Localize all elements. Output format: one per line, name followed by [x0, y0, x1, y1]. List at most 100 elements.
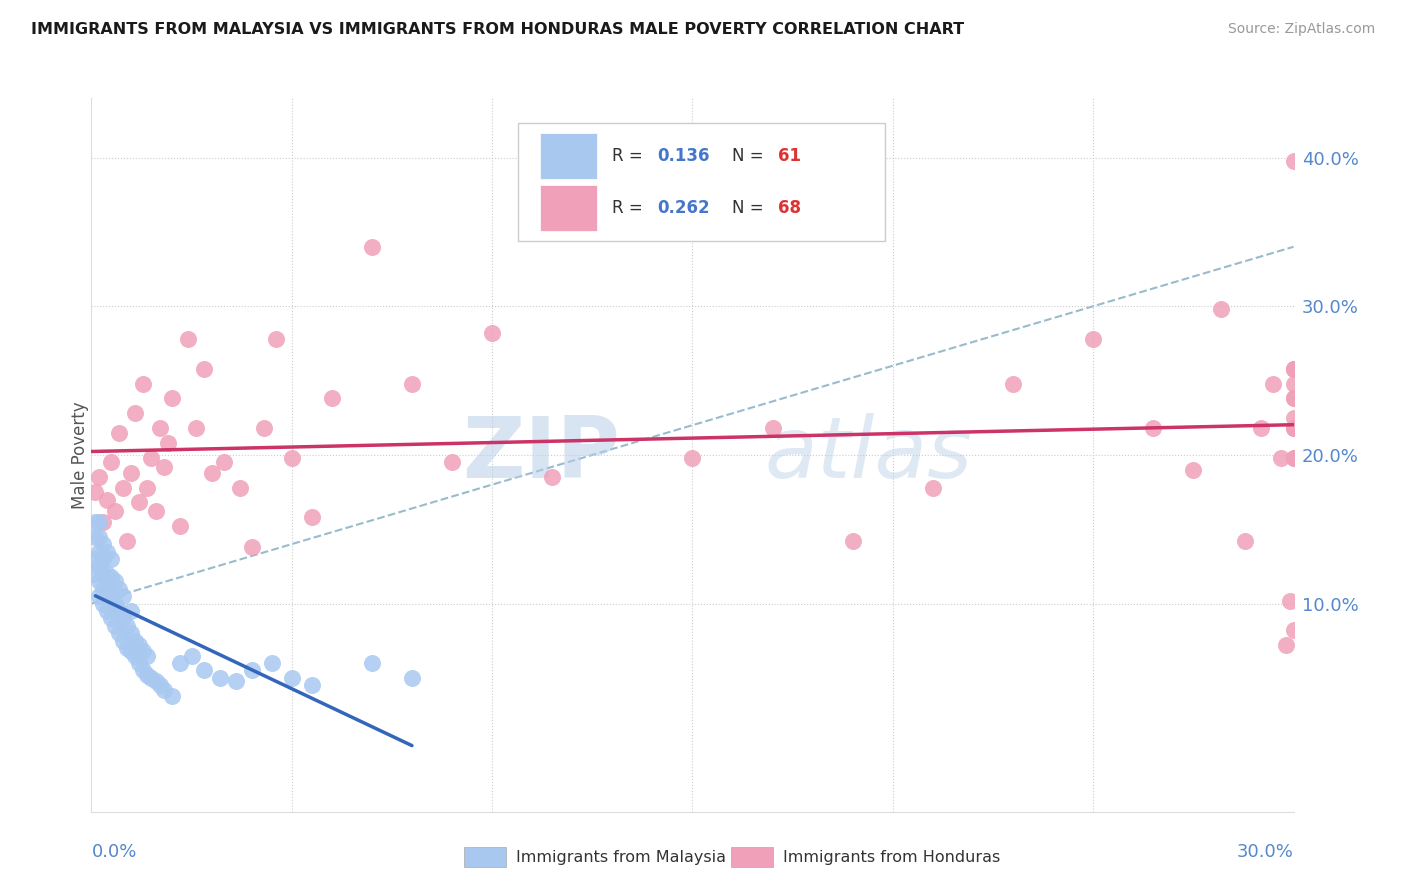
Text: R =: R =	[612, 199, 648, 217]
Point	[145, 673, 167, 688]
Point	[112, 633, 135, 648]
Point	[100, 611, 122, 625]
Text: atlas: atlas	[765, 413, 973, 497]
Point	[1282, 410, 1305, 425]
Point	[132, 664, 155, 678]
Point	[148, 421, 170, 435]
Text: 61: 61	[778, 147, 801, 165]
Point	[104, 504, 127, 518]
Point	[128, 656, 150, 670]
Point	[112, 481, 135, 495]
Point	[240, 664, 263, 678]
Point	[1270, 450, 1292, 465]
Point	[301, 510, 323, 524]
Point	[212, 455, 235, 469]
Point	[89, 589, 111, 603]
Point	[401, 376, 423, 391]
Point	[301, 678, 323, 692]
Point	[264, 332, 287, 346]
Point	[1282, 361, 1305, 376]
Point	[100, 570, 122, 584]
Point	[93, 597, 115, 611]
Point	[84, 485, 107, 500]
Point	[169, 656, 191, 670]
Text: 30.0%: 30.0%	[1237, 843, 1294, 861]
Point	[128, 638, 150, 652]
Point	[93, 537, 115, 551]
Point	[193, 361, 215, 376]
Point	[1282, 361, 1305, 376]
Point	[108, 425, 131, 440]
Point	[89, 470, 111, 484]
Text: 0.136: 0.136	[658, 147, 710, 165]
Point	[1282, 624, 1305, 638]
Point	[136, 648, 159, 663]
Point	[321, 392, 343, 406]
Point	[1001, 376, 1024, 391]
Point	[1234, 534, 1257, 549]
Point	[1083, 332, 1105, 346]
Point	[84, 552, 107, 566]
Point	[124, 406, 146, 420]
Point	[762, 421, 785, 435]
Point	[112, 589, 135, 603]
Point	[481, 326, 503, 340]
Text: 68: 68	[778, 199, 801, 217]
Point	[253, 421, 276, 435]
Point	[201, 466, 224, 480]
Point	[100, 589, 122, 603]
Bar	[540, 185, 598, 231]
FancyBboxPatch shape	[519, 123, 884, 241]
Point	[1282, 392, 1305, 406]
Point	[1274, 638, 1296, 652]
Point	[922, 481, 945, 495]
Point	[169, 519, 191, 533]
Point	[152, 682, 174, 697]
Point	[96, 584, 118, 599]
Text: N =: N =	[733, 199, 769, 217]
Point	[124, 633, 146, 648]
Point	[1282, 421, 1305, 435]
Point	[84, 530, 107, 544]
Text: N =: N =	[733, 147, 769, 165]
Point	[225, 673, 247, 688]
Point	[1282, 153, 1305, 168]
Point	[124, 648, 146, 663]
Y-axis label: Male Poverty: Male Poverty	[72, 401, 89, 508]
Text: R =: R =	[612, 147, 648, 165]
Point	[100, 455, 122, 469]
Point	[117, 534, 139, 549]
Point	[96, 492, 118, 507]
Point	[160, 392, 183, 406]
Point	[104, 619, 127, 633]
Point	[89, 530, 111, 544]
Point	[193, 664, 215, 678]
Point	[240, 540, 263, 554]
Point	[136, 668, 159, 682]
Text: 0.262: 0.262	[658, 199, 710, 217]
Point	[93, 552, 115, 566]
Point	[1282, 392, 1305, 406]
Point	[112, 611, 135, 625]
Point	[121, 644, 143, 658]
Point	[89, 544, 111, 558]
Point	[84, 566, 107, 581]
Point	[360, 240, 382, 254]
Point	[93, 582, 115, 596]
Point	[148, 678, 170, 692]
Point	[141, 450, 163, 465]
Point	[100, 552, 122, 566]
Point	[117, 619, 139, 633]
Point	[1278, 593, 1301, 607]
Point	[281, 671, 304, 685]
Point	[132, 376, 155, 391]
Point	[360, 656, 382, 670]
Point	[1282, 450, 1305, 465]
Point	[160, 689, 183, 703]
Text: Immigrants from Honduras: Immigrants from Honduras	[783, 850, 1001, 864]
Text: Immigrants from Malaysia: Immigrants from Malaysia	[516, 850, 725, 864]
Point	[541, 470, 564, 484]
Point	[1282, 421, 1305, 435]
Point	[132, 644, 155, 658]
Point	[141, 671, 163, 685]
